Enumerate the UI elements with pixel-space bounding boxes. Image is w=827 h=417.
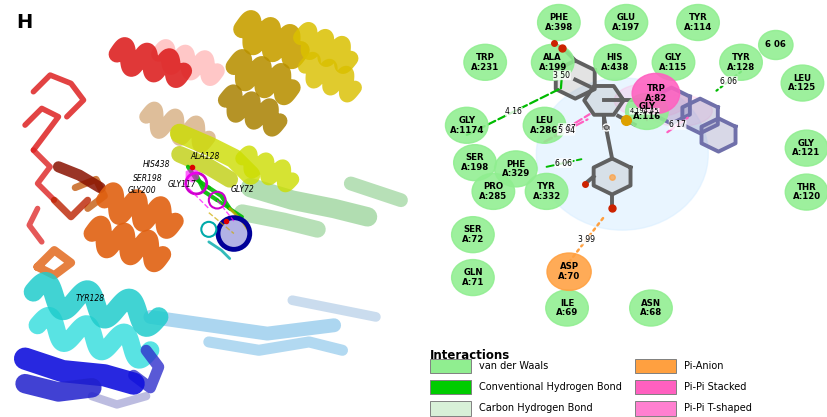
Text: GLY
A:115: GLY A:115: [659, 53, 687, 72]
Circle shape: [446, 107, 488, 143]
Circle shape: [452, 259, 495, 296]
Circle shape: [629, 290, 672, 326]
Text: 5 94: 5 94: [557, 126, 575, 135]
Circle shape: [523, 107, 566, 143]
FancyBboxPatch shape: [634, 402, 676, 416]
Text: 3 50: 3 50: [553, 71, 571, 80]
Text: LEU
A:125: LEU A:125: [788, 74, 816, 93]
Polygon shape: [653, 88, 690, 123]
Text: GLY200: GLY200: [127, 186, 156, 195]
FancyBboxPatch shape: [634, 380, 676, 394]
Text: ALA
A:199: ALA A:199: [538, 53, 566, 72]
Circle shape: [464, 44, 506, 80]
FancyBboxPatch shape: [430, 402, 471, 416]
Text: van der Waals: van der Waals: [479, 361, 548, 371]
Text: ASP
A:70: ASP A:70: [558, 262, 581, 281]
Circle shape: [547, 253, 591, 290]
Polygon shape: [594, 158, 630, 194]
Text: PRO
A:285: PRO A:285: [480, 182, 508, 201]
Text: 4.194.45: 4.194.45: [629, 108, 659, 114]
Text: SER
A:72: SER A:72: [461, 225, 484, 244]
Circle shape: [219, 219, 248, 248]
Circle shape: [452, 217, 495, 253]
Text: GLN
A:71: GLN A:71: [461, 268, 484, 287]
Text: SER
A:198: SER A:198: [461, 153, 489, 172]
Text: HIS438: HIS438: [143, 160, 170, 169]
Text: 6 17: 6 17: [669, 121, 686, 129]
Text: 6 06: 6 06: [766, 40, 786, 50]
FancyBboxPatch shape: [634, 359, 676, 373]
Circle shape: [782, 65, 824, 101]
Circle shape: [719, 44, 762, 80]
Ellipse shape: [614, 83, 688, 118]
Circle shape: [538, 5, 581, 40]
Text: LEU
A:286: LEU A:286: [530, 116, 559, 135]
Polygon shape: [701, 118, 735, 152]
Text: PHE
A:398: PHE A:398: [545, 13, 573, 32]
Text: ASN
A:68: ASN A:68: [640, 299, 662, 317]
FancyBboxPatch shape: [430, 359, 471, 373]
Text: TRP
A:82: TRP A:82: [645, 84, 667, 103]
Text: Pi-Anion: Pi-Anion: [684, 361, 724, 371]
Text: 4 16: 4 16: [505, 107, 523, 116]
Text: TYR128: TYR128: [75, 294, 104, 303]
Text: Carbon Hydrogen Bond: Carbon Hydrogen Bond: [479, 404, 593, 414]
Text: H: H: [17, 13, 33, 32]
Text: GLY72: GLY72: [231, 185, 254, 194]
Circle shape: [653, 44, 695, 80]
Circle shape: [546, 290, 588, 326]
Text: Interactions: Interactions: [430, 349, 510, 362]
Circle shape: [605, 5, 648, 40]
Text: 6 06: 6 06: [556, 158, 572, 168]
Circle shape: [495, 151, 538, 187]
Text: THR
A:120: THR A:120: [792, 183, 820, 201]
Ellipse shape: [537, 78, 708, 230]
Text: TYR
A:114: TYR A:114: [684, 13, 712, 32]
Circle shape: [786, 130, 827, 166]
Circle shape: [454, 145, 496, 181]
Text: GLY
A:116: GLY A:116: [633, 102, 661, 121]
Circle shape: [625, 93, 668, 129]
Text: GLY117: GLY117: [167, 180, 196, 189]
Text: GLY
A:1174: GLY A:1174: [450, 116, 484, 135]
Text: ALA128: ALA128: [190, 152, 219, 161]
Text: HIS
A:438: HIS A:438: [600, 53, 629, 72]
Polygon shape: [682, 99, 718, 133]
Text: Conventional Hydrogen Bond: Conventional Hydrogen Bond: [479, 382, 622, 392]
Text: TYR
A:332: TYR A:332: [533, 182, 561, 201]
Text: TYR
A:128: TYR A:128: [727, 53, 755, 72]
Circle shape: [676, 5, 719, 40]
Circle shape: [786, 174, 827, 210]
Text: NH: NH: [601, 126, 610, 131]
Circle shape: [632, 73, 680, 113]
Text: Pi-Pi T-shaped: Pi-Pi T-shaped: [684, 404, 752, 414]
Polygon shape: [556, 60, 595, 99]
Ellipse shape: [647, 95, 712, 126]
Text: 6 06: 6 06: [720, 77, 737, 85]
FancyBboxPatch shape: [430, 380, 471, 394]
Text: 3 99: 3 99: [578, 235, 595, 244]
Text: SER198: SER198: [133, 173, 163, 183]
Circle shape: [594, 44, 636, 80]
Circle shape: [532, 44, 574, 80]
Text: GLU
A:197: GLU A:197: [612, 13, 641, 32]
Text: Pi-Pi Stacked: Pi-Pi Stacked: [684, 382, 746, 392]
Circle shape: [472, 173, 514, 209]
Text: 5 87: 5 87: [558, 123, 576, 133]
Text: TRP
A:231: TRP A:231: [471, 53, 500, 72]
Text: ILE
A:69: ILE A:69: [556, 299, 578, 317]
Text: GLY
A:121: GLY A:121: [792, 139, 820, 158]
Circle shape: [525, 173, 568, 209]
Text: PHE
A:329: PHE A:329: [502, 160, 530, 178]
Polygon shape: [584, 86, 624, 115]
Circle shape: [758, 30, 793, 60]
